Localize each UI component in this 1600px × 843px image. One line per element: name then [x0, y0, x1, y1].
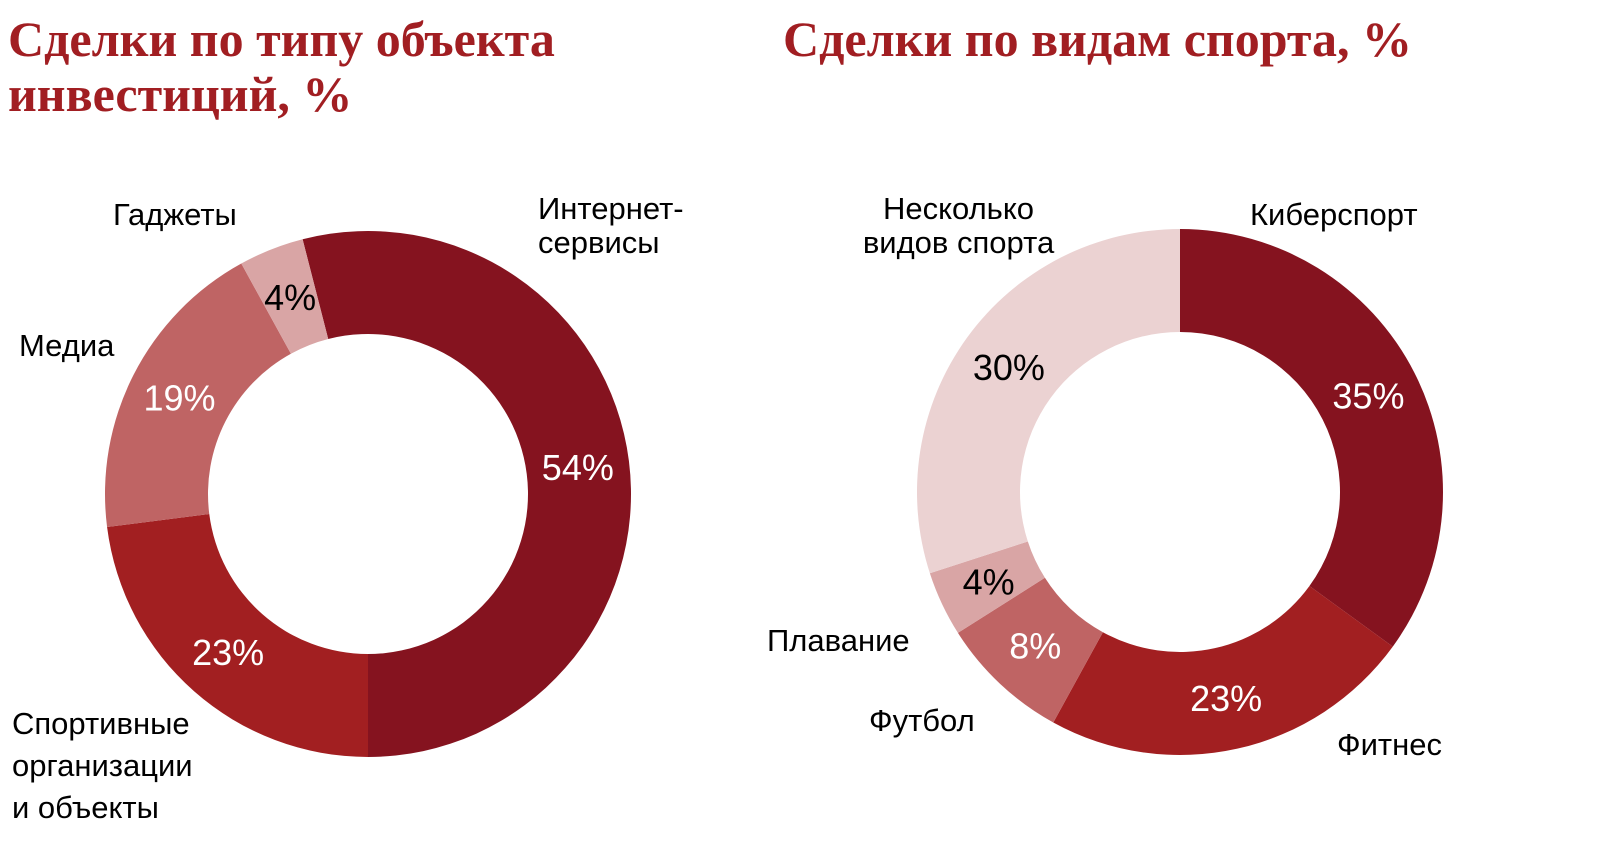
slice-percent-label: 30%	[973, 347, 1045, 388]
donut-slice	[929, 541, 1045, 633]
label-multiple-sports: Несколько видов спорта	[862, 191, 1055, 260]
chart-title-sports: Сделки по видам спорта, %	[783, 11, 1413, 67]
donut-slice	[1180, 229, 1444, 647]
label-media: Медиа	[19, 328, 115, 363]
donut-slice	[302, 230, 632, 757]
donut-slice	[1053, 586, 1393, 755]
slice-percent-label: 4%	[264, 277, 316, 318]
slice-percent-label: 8%	[1009, 626, 1061, 667]
donut-chart-investment-type: 54% 23% 19% 4%	[105, 230, 632, 757]
donut-chart-sports: 35% 23% 8% 4% 30%	[917, 228, 1444, 755]
label-swimming: Плавание	[767, 623, 910, 658]
slice-percent-label: 4%	[963, 562, 1015, 603]
slice-percent-label: 23%	[1190, 678, 1262, 719]
label-sports-organizations: Спортивные организации и объекты	[12, 706, 193, 825]
donut-slice	[957, 577, 1103, 723]
donut-slice	[241, 239, 329, 354]
slice-percent-label: 23%	[192, 632, 264, 673]
donut-slice	[107, 514, 368, 757]
label-esports: Киберспорт	[1250, 197, 1418, 232]
label-football: Футбол	[869, 703, 975, 738]
label-internet-services: Интернет- сервисы	[538, 191, 684, 260]
slice-percent-label: 35%	[1332, 375, 1404, 416]
label-gadgets: Гаджеты	[113, 197, 237, 232]
donut-slice	[917, 228, 1180, 574]
slice-percent-label: 54%	[542, 447, 614, 488]
slice-percent-label: 19%	[144, 377, 216, 418]
label-fitness: Фитнес	[1337, 727, 1442, 762]
chart-title-investment-type: Сделки по типу объекта инвестиций, %	[8, 11, 555, 122]
donut-slice	[105, 263, 291, 527]
